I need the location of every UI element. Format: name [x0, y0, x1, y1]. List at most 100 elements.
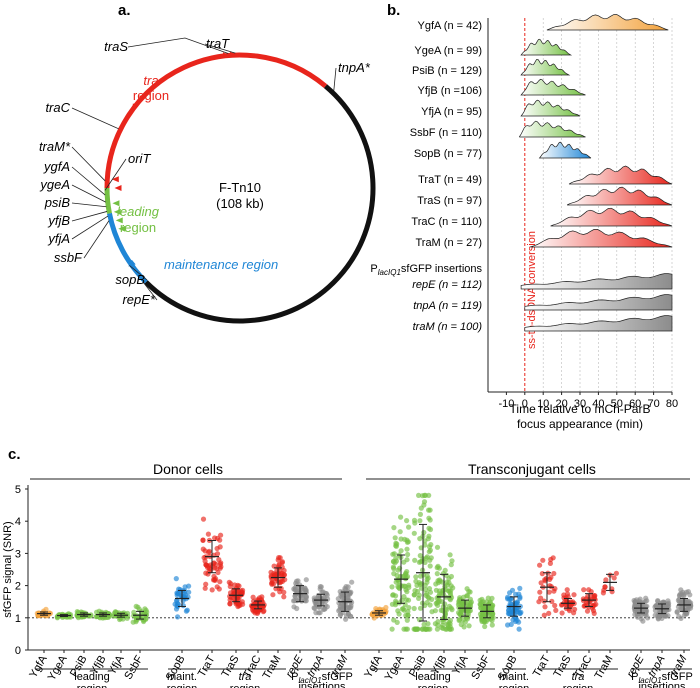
donor-point-TraS — [227, 597, 233, 603]
gene-leader-line-3 — [71, 107, 119, 130]
trans-point-TraT — [536, 599, 542, 605]
trans-point-traM — [683, 611, 689, 617]
trans-point-YfjB — [447, 552, 453, 558]
donor-point-TraT — [205, 563, 211, 569]
leading-region-label-1: leading — [117, 204, 160, 219]
donor-point-traM — [345, 584, 351, 590]
donor-point-traM — [349, 579, 355, 585]
ridge-label-7: TraT (n = 49) — [418, 174, 482, 186]
trans-point-SopB — [516, 591, 522, 597]
donor-maint-label-0: maint. — [167, 671, 197, 683]
donor-point-traM — [345, 605, 351, 611]
ridge-label-10: TraM (n = 27) — [415, 237, 482, 249]
panel-b-xtick-label-1: 0 — [522, 398, 528, 410]
trans-point-PsiB — [413, 578, 419, 585]
trans-point-YfjA — [464, 586, 470, 592]
donor-point-traM — [336, 608, 342, 614]
trans-point-SsbF — [477, 597, 483, 603]
donor-point-TraM — [269, 577, 275, 583]
panel-b-xtick-label-4: 30 — [574, 398, 586, 410]
trans-point-YgeA — [392, 535, 398, 541]
donor-point-TraT — [209, 587, 215, 593]
trans-point-YgeA — [404, 537, 410, 543]
donor-group-TraS: TraS — [219, 579, 246, 680]
arc-maintenance — [106, 212, 148, 284]
trans-point-PsiB — [411, 605, 417, 612]
ridge-label-6: SopB (n = 77) — [414, 148, 482, 160]
trans-group-SopB: SopB — [496, 585, 524, 683]
trans-point-PsiB — [417, 573, 424, 579]
gene-traC: traC — [45, 100, 70, 115]
trans-point-SopB — [508, 621, 514, 628]
trans-point-PsiB — [425, 621, 431, 627]
ridge-tnpA — [524, 294, 673, 311]
trans-point-YgeA — [393, 540, 399, 546]
gene-repE: repE* — [122, 292, 155, 307]
donor-point-SopB — [173, 598, 180, 604]
ridge-label-8: TraS (n = 97) — [417, 195, 482, 207]
gene-leader-line-6 — [71, 166, 106, 196]
donor-point-SopB — [182, 584, 188, 590]
trans-point-TraT — [548, 556, 554, 563]
trans-point-TraT — [538, 580, 544, 586]
transconjugant-title: Transconjugant cells — [468, 461, 596, 477]
trans-point-TraT — [542, 604, 548, 610]
trans-point-TraC — [584, 608, 591, 614]
trans-point-TraT — [553, 607, 559, 614]
trans-point-PsiB — [411, 592, 417, 598]
donor-point-SopB — [175, 614, 181, 620]
trans-point-PsiB — [412, 557, 418, 563]
trans-point-PsiB — [419, 493, 426, 499]
trans-point-YfjB — [436, 565, 442, 571]
trans-point-PsiB — [427, 602, 433, 608]
trans-point-repE — [640, 618, 646, 624]
trans-point-YgeA — [389, 584, 395, 590]
donor-point-TraS — [227, 601, 233, 607]
tra-region-label-2: region — [133, 88, 169, 103]
trans-point-YgeA — [404, 626, 410, 632]
panel-b-ridgeline: b. ss-to-dsDNA conversion -10 0 10 20 30 40 50 6… — [370, 2, 678, 431]
trans-point-PsiB — [426, 544, 433, 550]
donor-point-repE — [291, 598, 297, 604]
trans-point-TraT — [537, 589, 543, 595]
trans-xlabel-YgfA: YgfA — [362, 653, 385, 680]
arc-tnpA-black — [144, 84, 376, 324]
donor-point-TraT — [203, 581, 209, 587]
trans-point-YgeA — [405, 609, 411, 615]
trans-point-YgeA — [406, 582, 412, 588]
donor-title: Donor cells — [153, 461, 223, 477]
trans-point-TraS — [571, 592, 577, 598]
donor-point-repE — [303, 587, 309, 593]
trans-point-traM — [676, 596, 682, 602]
gene-yfjA: yfjA — [47, 231, 70, 246]
gene-psiB: psiB — [44, 195, 71, 210]
donor-point-TraT — [217, 561, 223, 567]
ridge-label-5: SsbF (n = 110) — [410, 127, 482, 139]
donor-xlabel-SsbF: SsbF — [122, 653, 145, 681]
donor-point-TraM — [281, 589, 287, 595]
donor-point-tnpA — [321, 606, 327, 612]
donor-point-TraT — [202, 585, 208, 591]
trans-point-PsiB — [426, 586, 433, 592]
gene-traS: traS — [104, 39, 128, 54]
donor-point-TraT — [206, 548, 212, 554]
ridge-label-0: YgfA (n = 42) — [417, 20, 482, 32]
trans-point-PsiB — [422, 559, 428, 566]
trans-point-YfjB — [440, 625, 446, 632]
donor-point-TraT — [200, 537, 206, 544]
trans-point-TraC — [590, 608, 597, 614]
donor-point-SsbF — [130, 619, 136, 625]
trans-group-TraM: TraM — [593, 570, 620, 681]
trans-point-YfjA — [457, 616, 463, 623]
trans-point-YgeA — [399, 606, 405, 612]
trans-point-SopB — [506, 610, 512, 616]
gene-sopB: sopB — [115, 272, 145, 287]
donor-ins-label-1: insertions — [298, 681, 346, 688]
ridge-SopB — [538, 141, 592, 159]
donor-ins-label-0: PlacIQ1sfGFP — [291, 671, 353, 685]
trans-point-YfjB — [449, 558, 455, 564]
panel-b-xtick-label-2: 10 — [537, 398, 549, 410]
arrow-leading-2 — [113, 208, 121, 215]
ridge-label-13: traM (n = 100) — [413, 321, 483, 333]
donor-point-repE — [303, 594, 309, 600]
